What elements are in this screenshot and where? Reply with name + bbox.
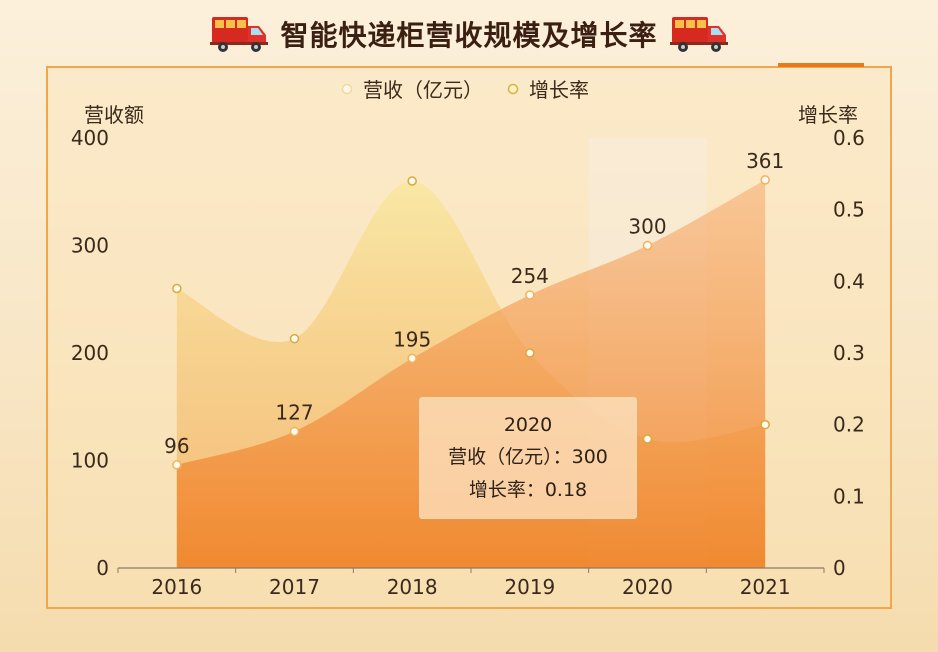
x-tick-label: 2019: [504, 575, 555, 599]
revenue-data-label: 195: [393, 327, 431, 351]
legend-marker: [341, 83, 353, 95]
tooltip-title: 2020: [503, 414, 553, 436]
y-right-tick-label: 0.5: [833, 198, 865, 222]
growth-point: [642, 434, 653, 444]
y-right-tick-label: 0: [833, 556, 846, 580]
revenue-data-label: 254: [511, 264, 549, 288]
y-left-tick-label: 100: [71, 449, 109, 473]
y-left-tick-label: 400: [71, 126, 109, 150]
growth-point: [760, 419, 770, 430]
revenue-point: [172, 460, 182, 470]
revenue-data-label: 96: [164, 434, 189, 458]
revenue-data-label: 361: [746, 149, 784, 173]
tooltip-revenue: 营收（亿元）：300: [448, 446, 608, 468]
y-right-tick-label: 0.3: [833, 341, 865, 365]
revenue-data-label: 300: [628, 215, 666, 239]
y-right-tick-label: 0.1: [833, 484, 865, 508]
x-tick-label: 2018: [387, 575, 438, 599]
legend-label: 营收（亿元）: [363, 78, 483, 102]
x-tick-label: 2016: [151, 575, 202, 599]
growth-point: [289, 333, 300, 344]
y-right-axis-label: 增长率: [798, 103, 858, 127]
y-left-tick-label: 0: [96, 556, 109, 580]
legend-label: 增长率: [529, 78, 589, 102]
growth-point: [407, 176, 417, 186]
x-tick-label: 2021: [740, 575, 791, 599]
title-row: 智能快递柜营收规模及增长率: [0, 10, 938, 58]
panel-accent-bar: [778, 63, 864, 67]
y-right-tick-label: 0.6: [833, 126, 865, 150]
x-tick-label: 2017: [269, 575, 320, 599]
page-title: 智能快递柜营收规模及增长率: [280, 19, 658, 52]
tooltip-growth: 增长率：0.18: [468, 479, 588, 501]
tooltip: 2020 营收（亿元）：300 增长率：0.18: [419, 397, 637, 519]
y-left-axis-label: 营收额: [84, 103, 144, 127]
y-left-tick-label: 200: [71, 341, 109, 365]
y-right-tick-label: 0.4: [833, 269, 865, 293]
revenue-point: [407, 353, 417, 364]
delivery-truck-icon: [669, 17, 728, 52]
revenue-point: [642, 240, 653, 251]
delivery-truck-icon: [210, 17, 269, 52]
revenue-point: [525, 290, 535, 300]
y-right-tick-label: 0.2: [833, 413, 865, 437]
x-tick-label: 2020: [622, 575, 673, 599]
revenue-data-label: 127: [275, 400, 313, 424]
y-left-tick-label: 300: [71, 234, 109, 258]
legend-marker: [507, 83, 519, 95]
growth-point: [525, 348, 535, 358]
growth-point: [172, 283, 182, 294]
revenue-point: [760, 175, 770, 185]
revenue-point: [289, 426, 300, 437]
